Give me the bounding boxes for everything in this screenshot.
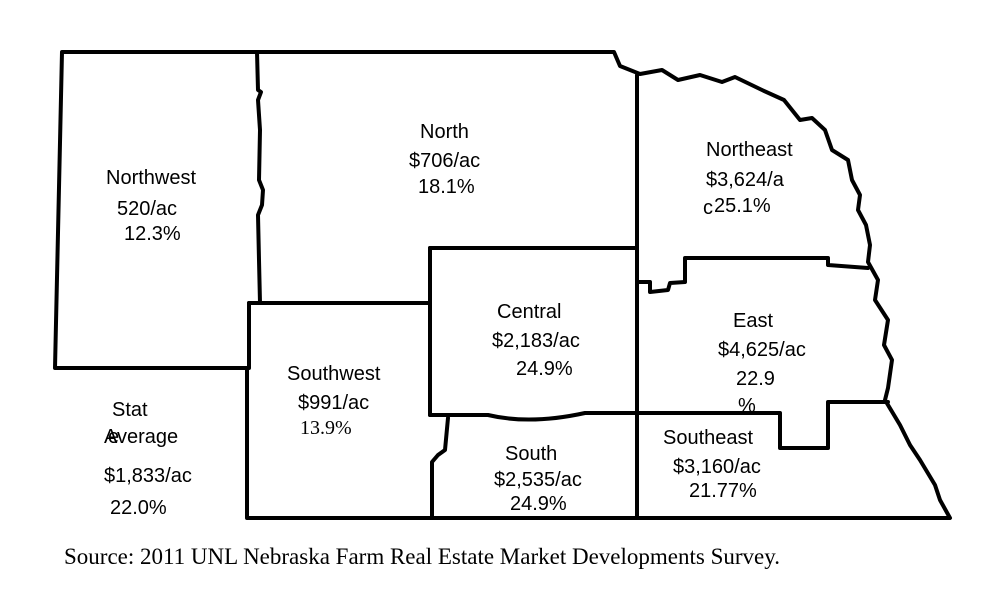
region-central: Central $2,183/ac 24.9%	[492, 301, 580, 380]
source-note: Source: 2011 UNL Nebraska Farm Real Esta…	[64, 544, 780, 569]
southwest-south-boundary	[432, 418, 448, 518]
southeast-change: 21.77%	[689, 480, 757, 502]
southwest-value: $991/ac	[298, 392, 369, 414]
state-average-label-line1: Stat	[112, 399, 148, 421]
northeast-name: Northeast	[706, 139, 793, 161]
state-average-change: 22.0%	[110, 497, 167, 519]
southeast-value: $3,160/ac	[673, 456, 761, 478]
region-south: South $2,535/ac 24.9%	[494, 443, 582, 515]
region-southwest: Southwest $991/ac 13.9%	[287, 363, 381, 439]
south-change: 24.9%	[510, 493, 567, 515]
region-north: North $706/ac 18.1%	[409, 121, 480, 198]
northwest-change: 12.3%	[124, 223, 181, 245]
region-southeast: Southeast $3,160/ac 21.77%	[663, 427, 761, 502]
southeast-name: Southeast	[663, 427, 754, 449]
northwest-value: 520/ac	[117, 198, 177, 220]
east-value: $4,625/ac	[718, 339, 806, 361]
north-value: $706/ac	[409, 150, 480, 172]
southwest-name: Southwest	[287, 363, 381, 385]
northeast-change: 25.1%	[714, 195, 771, 217]
northwest-name: Northwest	[106, 167, 196, 189]
region-east: East $4,625/ac 22.9 %	[718, 310, 806, 417]
northeast-value: $3,624/a	[706, 169, 785, 191]
map-borders	[55, 52, 950, 518]
state-average-label-line2: Average	[104, 426, 178, 448]
state-average: Stat e Average $1,833/ac 22.0%	[104, 399, 192, 519]
north-change: 18.1%	[418, 176, 475, 198]
state-average-value: $1,833/ac	[104, 465, 192, 487]
east-change: 22.9	[736, 368, 775, 390]
central-south-boundary	[430, 413, 637, 420]
south-name: South	[505, 443, 557, 465]
north-name: North	[420, 121, 469, 143]
region-northwest: Northwest 520/ac 12.3%	[106, 167, 196, 245]
northwest-north-boundary	[257, 52, 263, 303]
central-name: Central	[497, 301, 561, 323]
south-value: $2,535/ac	[494, 469, 582, 491]
southwest-change: 13.9%	[300, 417, 352, 439]
central-value: $2,183/ac	[492, 330, 580, 352]
region-northeast: Northeast $3,624/a c 25.1%	[703, 139, 793, 219]
east-name: East	[733, 310, 773, 332]
northeast-value-overflow: c	[703, 197, 713, 219]
central-change: 24.9%	[516, 358, 573, 380]
east-change-unit: %	[738, 395, 756, 417]
northeast-east-boundary	[637, 258, 868, 292]
